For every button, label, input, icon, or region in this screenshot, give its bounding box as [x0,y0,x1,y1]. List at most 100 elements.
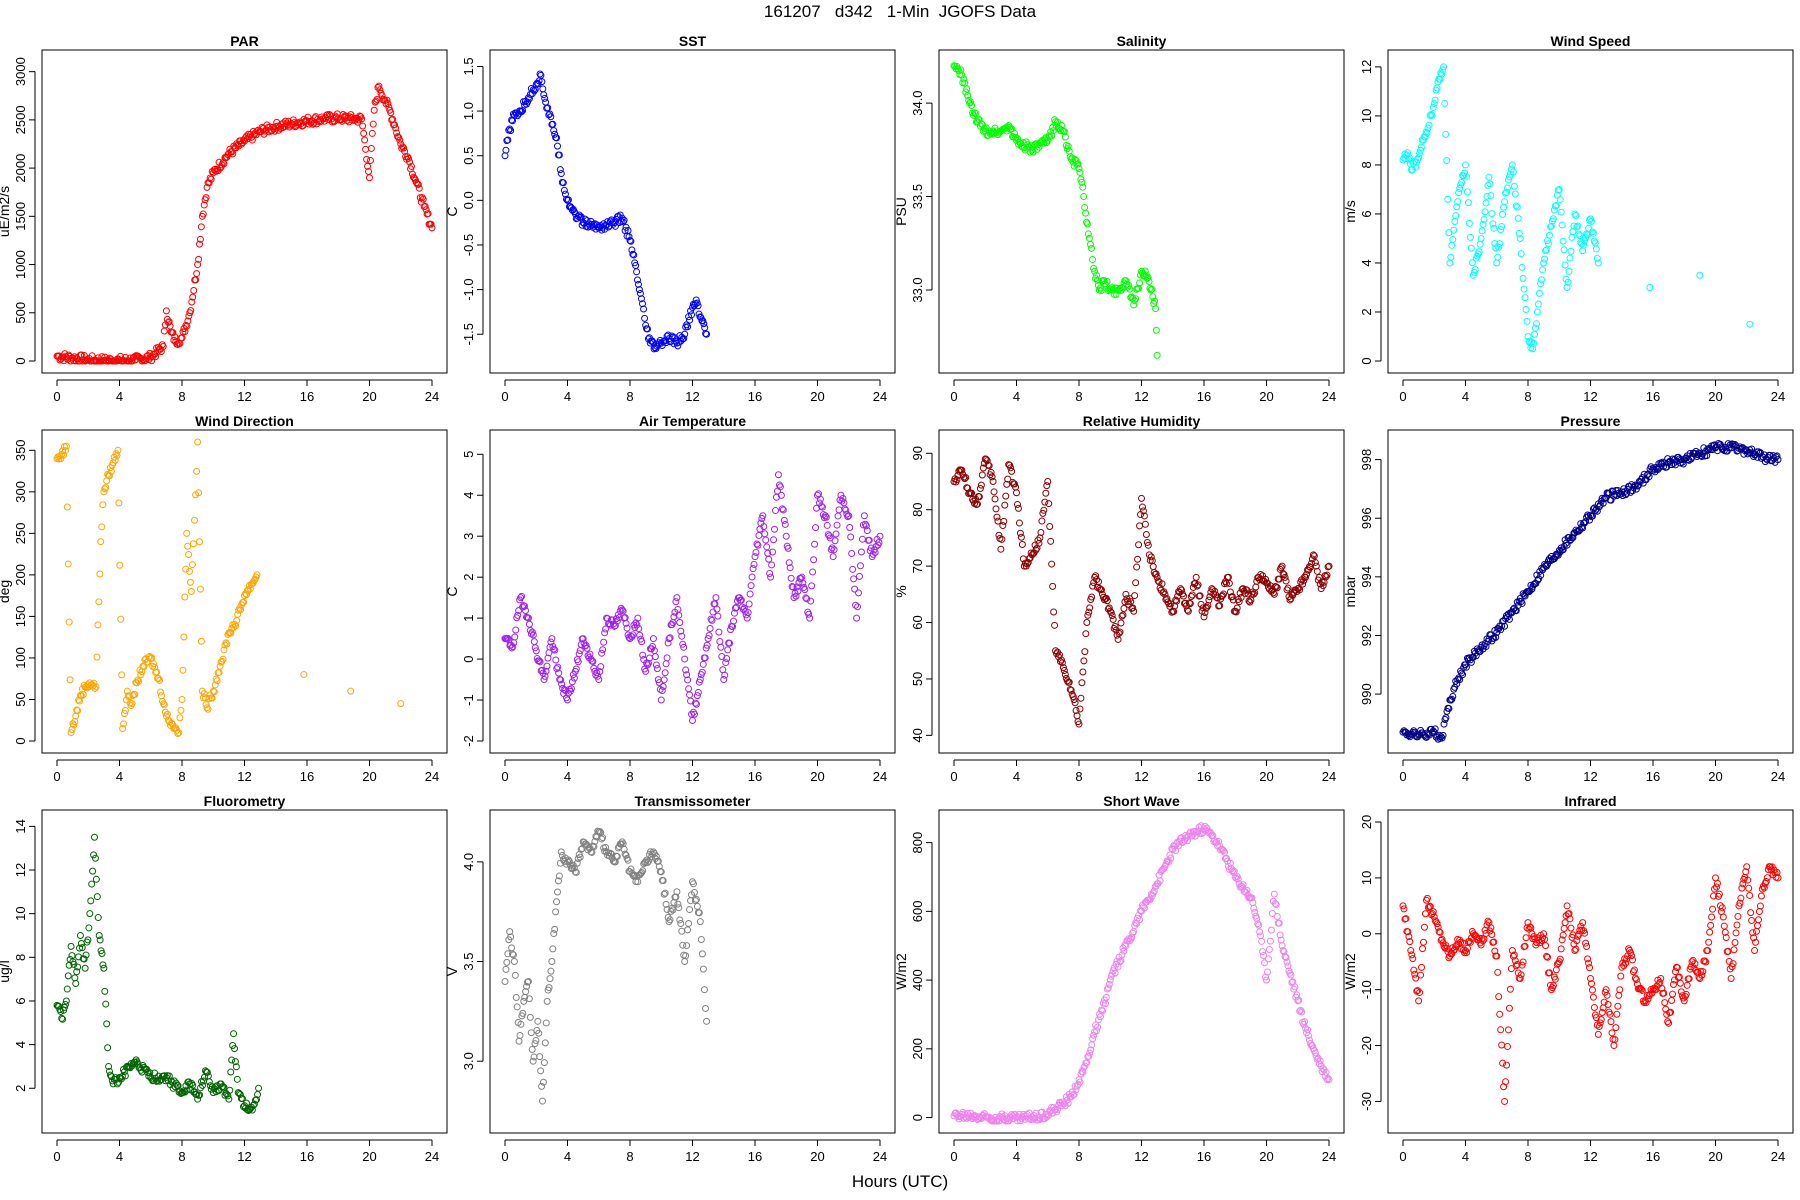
data-point [1746,320,1754,328]
data-point [506,928,514,936]
y-tick-label: 2 [461,574,476,581]
data-point [1126,937,1134,945]
data-point [1707,921,1715,929]
data-point [1533,308,1541,316]
data-point [1600,998,1608,1006]
data-point [1019,139,1027,147]
data-point [1581,237,1589,245]
data-point [151,663,159,671]
data-point [1103,277,1111,285]
data-point [511,971,519,979]
data-point [971,109,979,117]
data-point [576,853,584,861]
data-point [998,535,1006,543]
data-point [1141,267,1149,275]
data-point [545,111,553,119]
data-point [204,705,212,713]
data-point [670,613,678,621]
y-tick-label: 0 [461,655,476,662]
data-point [547,113,555,121]
data-point [1211,587,1219,595]
data-point [103,1020,111,1028]
data-point [1559,546,1567,554]
x-axis: 0 4 8 12 16 20 24 [1399,379,1785,404]
data-point [1495,993,1503,1001]
data-point [1542,562,1550,570]
y-tick-label: 1.0 [461,102,476,120]
data-point [61,1001,69,1009]
data-point [504,634,512,642]
data-point [759,512,767,520]
data-point [201,1067,209,1075]
data-point [364,162,372,170]
data-point [603,221,611,229]
data-point [502,965,510,973]
data-point [407,162,415,170]
data-point [1056,658,1064,666]
data-point [1493,952,1501,960]
data-point [1091,267,1099,275]
data-point [1271,900,1279,908]
y-tick-label: 70 [910,559,925,573]
data-point [1416,988,1424,996]
data-point [1017,533,1025,541]
data-point [636,631,644,639]
data-point [1524,332,1532,340]
x-tick-label: 20 [362,389,376,404]
data-point [666,634,674,642]
data-point [691,699,699,707]
panel-frame [938,809,1345,1134]
data-point [65,618,73,626]
data-point [1221,848,1229,856]
data-point [594,672,602,680]
data-point [1048,560,1056,568]
data-point [202,194,210,202]
data-point [1133,563,1141,571]
data-point [1089,582,1097,590]
data-point [1097,586,1105,594]
data-point [508,944,516,952]
data-point [366,174,373,182]
data-point [1748,445,1756,453]
data-point [1501,622,1509,630]
data-point [1565,910,1573,918]
data-point [391,121,398,129]
data-point [1408,951,1416,959]
data-point [1278,942,1286,950]
data-point [72,980,80,988]
data-point [1427,111,1435,119]
data-point [544,654,552,662]
data-point [1617,972,1625,980]
data-point [1523,924,1531,932]
data-point [511,633,519,641]
data-point [1745,884,1753,892]
data-point [1323,1076,1331,1084]
data-point [633,621,641,629]
data-point [611,622,619,630]
data-point [1044,477,1052,485]
data-point [541,1039,549,1047]
data-point [662,900,670,908]
data-point [979,464,987,472]
data-point [60,451,68,459]
data-point [118,671,126,679]
data-point [533,79,541,87]
data-point [540,676,548,684]
data-point [963,85,971,93]
panel-frame [489,429,896,754]
data-point [1728,963,1736,971]
data-point [990,488,998,496]
data-point [1272,901,1280,909]
data-point [63,985,71,993]
data-point [1471,266,1479,274]
data-point [553,898,561,906]
y-tick-label: 4.0 [461,853,476,871]
data-point [81,964,89,972]
x-tick-label: 20 [362,769,376,784]
data-point [720,676,728,684]
data-point [1093,576,1101,584]
data-point [1045,132,1053,140]
data-point [640,305,648,313]
data-point [1507,965,1515,973]
